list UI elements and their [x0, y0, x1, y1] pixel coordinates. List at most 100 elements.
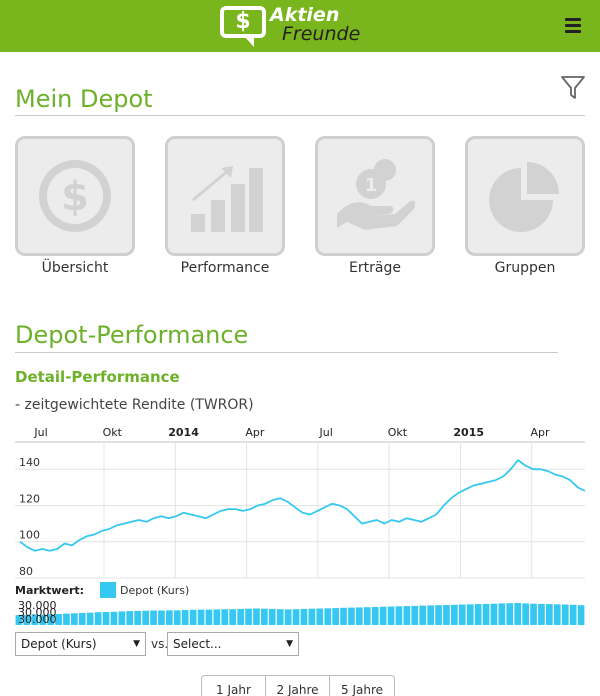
- marktwert-bar: [340, 607, 347, 625]
- tile-overview[interactable]: $: [15, 136, 135, 256]
- marktwert-bar: [506, 603, 514, 625]
- tile-label-overview[interactable]: Übersicht: [41, 260, 109, 276]
- period-button-2y[interactable]: 2 Jahre: [266, 676, 330, 696]
- marktwert-bar: [569, 604, 577, 625]
- hand-coins-icon: 1: [337, 159, 415, 230]
- marktwert-bar: [134, 610, 141, 625]
- speech-bubble-tail: [244, 36, 254, 47]
- tile-performance[interactable]: [165, 136, 285, 256]
- performance-description: - zeitgewichtete Rendite (TWROR): [15, 397, 254, 413]
- marktwert-axis-label: 30.000: [18, 613, 57, 626]
- series-select-value: Depot (Kurs): [21, 637, 97, 651]
- marktwert-bar: [530, 603, 537, 625]
- marktwert-bar: [237, 608, 244, 625]
- svg-text:1: 1: [365, 175, 378, 196]
- marktwert-bar: [553, 604, 561, 625]
- tile-label-performance[interactable]: Performance: [180, 260, 270, 276]
- chevron-down-icon: ▼: [286, 639, 293, 649]
- marktwert-bar: [363, 607, 371, 625]
- marktwert-bar: [173, 610, 181, 625]
- tile-label-groups[interactable]: Gruppen: [494, 260, 556, 276]
- marktwert-bar: [522, 603, 529, 625]
- compare-select[interactable]: Select... ▼: [167, 632, 299, 656]
- marktwert-bar: [316, 608, 324, 625]
- marktwert-bar: [197, 609, 205, 625]
- marktwert-bar: [284, 609, 292, 625]
- marktwert-bar: [205, 609, 213, 625]
- marktwert-bar: [229, 609, 236, 625]
- marktwert-bar: [379, 606, 387, 625]
- marktwert-axis-label: 30.000: [18, 600, 57, 612]
- marktwert-bar: [561, 604, 569, 625]
- series-select[interactable]: Depot (Kurs) ▼: [15, 632, 146, 656]
- marktwert-bar: [47, 614, 54, 625]
- x-tick-label: 2015: [453, 426, 484, 439]
- marktwert-bar: [268, 608, 276, 625]
- tile-groups[interactable]: [465, 136, 585, 256]
- tile-earnings[interactable]: 1: [315, 136, 435, 256]
- x-tick-label: Okt: [103, 426, 123, 439]
- legend-label[interactable]: Depot (Kurs): [120, 584, 190, 597]
- filter-icon[interactable]: [560, 74, 586, 102]
- marktwert-bar: [39, 614, 47, 625]
- logo-text-freunde: Freunde: [282, 23, 361, 45]
- marktwert-label: Marktwert:: [15, 584, 85, 597]
- x-tick-label: Apr: [530, 426, 550, 439]
- marktwert-bar: [395, 606, 403, 625]
- x-tick-label: Okt: [388, 426, 408, 439]
- marktwert-bar: [126, 611, 134, 625]
- marktwert-bar: [261, 608, 268, 625]
- chevron-down-icon: ▼: [133, 639, 140, 649]
- legend-swatch[interactable]: [100, 582, 116, 598]
- marktwert-bar: [118, 611, 126, 625]
- marktwert-bar: [142, 610, 149, 625]
- marktwert-bar: [213, 609, 221, 625]
- performance-line-chart: Jul Okt 2014 Apr Jul Okt 2015 Apr 80 100 120 140: [15, 426, 586, 579]
- marktwert-bar: [31, 614, 39, 625]
- x-tick-label: 2014: [168, 426, 199, 439]
- logo[interactable]: $ Aktien Freunde: [218, 4, 368, 48]
- marktwert-bar: [538, 603, 545, 625]
- marktwert-bar: [371, 607, 379, 625]
- marktwert-bar: [482, 603, 490, 625]
- marktwert-bar: [71, 613, 78, 625]
- marktwert-bar: [451, 604, 458, 625]
- section-divider: [15, 115, 585, 116]
- marktwert-bar: [474, 604, 482, 625]
- section-divider: [15, 352, 558, 353]
- marktwert-bar: [15, 615, 23, 625]
- marktwert-bar: [435, 605, 442, 625]
- marktwert-bar: [102, 612, 110, 625]
- bar-chart-trend-icon: [191, 166, 263, 232]
- dollar-coin-icon: $: [39, 160, 111, 232]
- marktwert-bar: [427, 605, 434, 625]
- marktwert-bar: [490, 603, 498, 625]
- marktwert-bar: [387, 606, 395, 625]
- marktwert-bar: [419, 605, 427, 625]
- marktwert-bar: [546, 604, 553, 625]
- marktwert-bar: [158, 610, 165, 625]
- marktwert-bar: [498, 603, 506, 625]
- marktwert-bar: [308, 608, 316, 625]
- marktwert-bar: [332, 608, 339, 625]
- period-button-5y[interactable]: 5 Jahre: [341, 683, 383, 696]
- marktwert-bar: [577, 605, 585, 625]
- marktwert-bar: [166, 610, 173, 625]
- marktwert-bar: [78, 612, 86, 625]
- marktwert-bar: [458, 604, 466, 625]
- x-tick-label: Apr: [245, 426, 265, 439]
- marktwert-bar: [150, 610, 157, 625]
- marktwert-bar: [411, 605, 419, 625]
- page-title: Mein Depot: [15, 85, 153, 113]
- marktwert-bar: [181, 610, 189, 625]
- svg-text:$: $: [61, 174, 89, 220]
- tile-label-earnings[interactable]: Erträge: [349, 260, 401, 276]
- top-bar: $ Aktien Freunde: [0, 0, 600, 52]
- marktwert-bar: [466, 604, 474, 625]
- hamburger-icon[interactable]: [563, 15, 585, 37]
- marktwert-bar: [403, 606, 411, 625]
- marktwert-bar: [110, 611, 118, 625]
- y-tick-label: 120: [19, 492, 40, 505]
- period-button-1y[interactable]: 1 Jahr: [202, 676, 266, 696]
